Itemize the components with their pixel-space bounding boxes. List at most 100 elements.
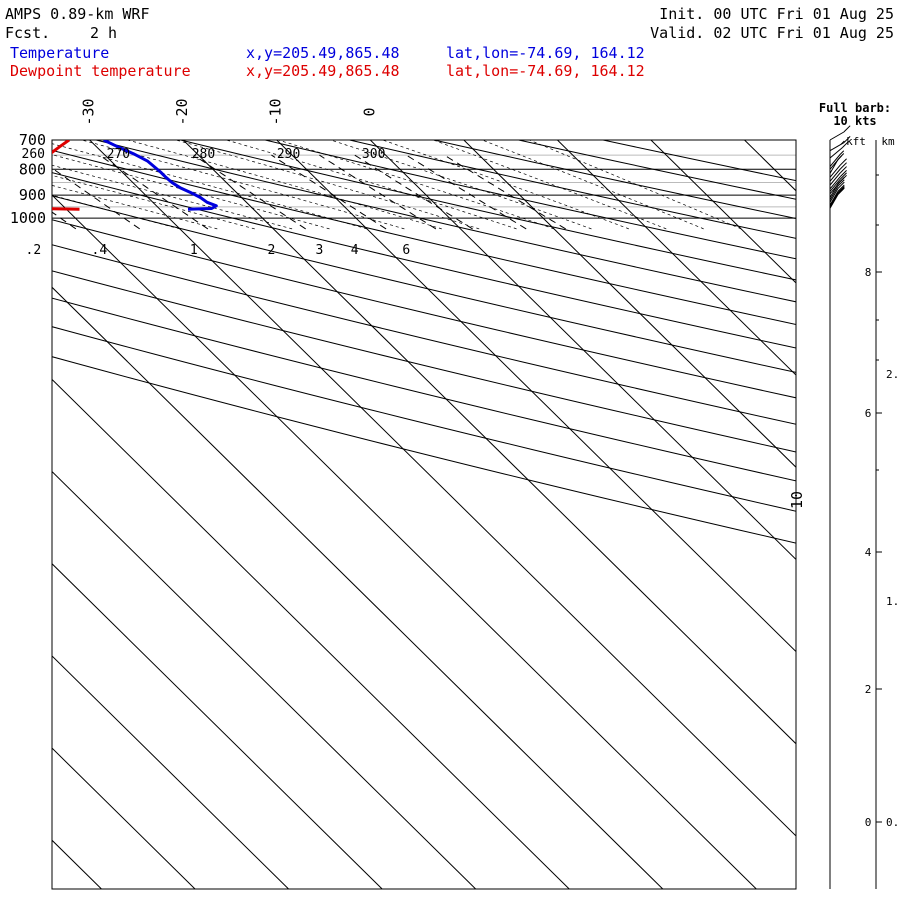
- dry-adiabat-label: 280: [192, 147, 215, 162]
- barb-full-flag: [837, 179, 845, 187]
- barb-full-flag: [843, 125, 851, 133]
- dry-adiabat: [52, 297, 796, 482]
- mixing-ratio-label: 3: [315, 243, 323, 258]
- barb-full-flag: [839, 172, 847, 180]
- barb-staff: [829, 190, 839, 206]
- barb-staff: [829, 164, 841, 178]
- barb-full-flag: [843, 136, 851, 144]
- moist-adiabat: [329, 140, 592, 230]
- moist-adiabat: [52, 194, 180, 230]
- barb-full-flag: [841, 141, 849, 149]
- isotherm: [369, 140, 796, 561]
- wind-barb: [829, 170, 847, 190]
- isotherm: [52, 655, 289, 889]
- kft-tick-label: 0: [865, 816, 872, 829]
- kft-tick-label: 4: [865, 546, 872, 559]
- barb-full-flag: [837, 181, 845, 189]
- kft-tick-label: 8: [865, 266, 872, 279]
- pressure-tick-label: 800: [19, 160, 46, 178]
- isotherm: [650, 140, 796, 284]
- dry-adiabat: [52, 326, 796, 512]
- mixing-ratio-label: 6: [402, 243, 410, 258]
- dry-adiabat-label: 290: [277, 147, 300, 162]
- mixing-ratio-label: 2: [267, 243, 275, 258]
- isotherm: [52, 194, 757, 889]
- barb-key-line2: 10 kts: [833, 114, 876, 128]
- isotherm-label: 0: [360, 107, 378, 116]
- init-time: Init. 00 UTC Fri 01 Aug 25: [659, 5, 894, 23]
- barb-staff: [829, 168, 841, 182]
- barb-staff: [829, 194, 839, 209]
- wind-barb: [829, 155, 842, 174]
- isotherm-label: 10: [788, 491, 806, 509]
- moist-adiabat: [528, 140, 742, 230]
- km-axis-label: km: [881, 135, 895, 148]
- dry-adiabat: [52, 244, 796, 425]
- wind-barb: [829, 179, 845, 201]
- moist-adiabat: [432, 140, 667, 230]
- model-title: AMPS 0.89-km WRF: [5, 5, 150, 23]
- kft-tick-label: 2: [865, 683, 872, 696]
- isotherm: [52, 286, 664, 889]
- forecast-label: Fcst.: [5, 24, 51, 42]
- wind-barb: [829, 150, 845, 167]
- isotherm: [276, 140, 796, 653]
- legend-dewpoint-name: Dewpoint temperature: [10, 62, 191, 80]
- isotherm: [182, 140, 796, 745]
- wind-barb: [829, 184, 845, 206]
- barb-full-flag: [839, 162, 847, 170]
- dry-adiabat: [52, 172, 796, 349]
- mixing-ratio-label: .4: [92, 243, 108, 258]
- isotherm: [557, 140, 796, 376]
- isotherm: [52, 470, 477, 889]
- moist-adiabat: [481, 140, 704, 230]
- dry-adiabat: [52, 149, 796, 325]
- dry-adiabat: [94, 140, 796, 303]
- moist-adiabat: [52, 154, 330, 230]
- dry-adiabat-label: 270: [107, 147, 130, 162]
- barb-staff: [829, 153, 841, 167]
- temperature-line: [103, 140, 218, 211]
- moist-adiabat: [174, 140, 480, 230]
- barb-staff: [829, 131, 845, 141]
- wind-barb: [829, 162, 847, 182]
- dry-adiabats: [52, 140, 796, 544]
- barb-full-flag: [837, 184, 845, 192]
- dry-adiabat: [347, 140, 796, 239]
- barb-full-flag: [837, 186, 845, 194]
- isotherm: [52, 747, 196, 889]
- km-tick-label: 0.: [886, 816, 899, 829]
- wind-barb: [829, 172, 847, 192]
- wind-barb-column: Full barb:10 kts kft km 8 6 4 2 0 2. 1. 0.: [819, 101, 899, 889]
- wind-barb: [829, 187, 845, 209]
- wind-barb: [829, 166, 847, 186]
- legend-temperature-latlon: lat,lon=-74.69, 164.12: [446, 44, 645, 62]
- dry-adiabat: [52, 356, 796, 544]
- dry-adiabat: [52, 270, 796, 453]
- axis-labels: .05.1.2.4123467008009001000-70-60-50-40-…: [0, 98, 806, 509]
- wind-barb: [829, 181, 845, 203]
- barb-full-flag: [837, 187, 845, 195]
- dry-adiabat: [52, 195, 796, 373]
- plot-frame: [51, 139, 797, 890]
- barb-staff: [829, 188, 839, 203]
- pressure-tick-label: 900: [19, 186, 46, 204]
- barb-staff: [829, 176, 841, 190]
- moist-adiabat: [52, 164, 293, 230]
- legend-dewpoint-xy: x,y=205.49,865.48: [246, 62, 400, 80]
- barb-staff: [829, 185, 839, 201]
- kft-tick-label: 6: [865, 407, 872, 420]
- barb-half-flag: [837, 155, 842, 160]
- barb-full-flag: [839, 166, 847, 174]
- wind-barb: [829, 136, 851, 152]
- km-tick-label: 2.: [886, 368, 899, 381]
- major-pressure-lines: [52, 140, 796, 219]
- barb-full-flag: [839, 158, 847, 166]
- moist-adiabats: [52, 140, 742, 230]
- isotherm-label: -20: [173, 98, 191, 125]
- isotherm: [52, 839, 102, 889]
- wind-barb: [829, 176, 845, 198]
- isotherm: [52, 378, 570, 889]
- isotherm-label: -40: [0, 98, 4, 125]
- dry-adiabat: [431, 140, 796, 220]
